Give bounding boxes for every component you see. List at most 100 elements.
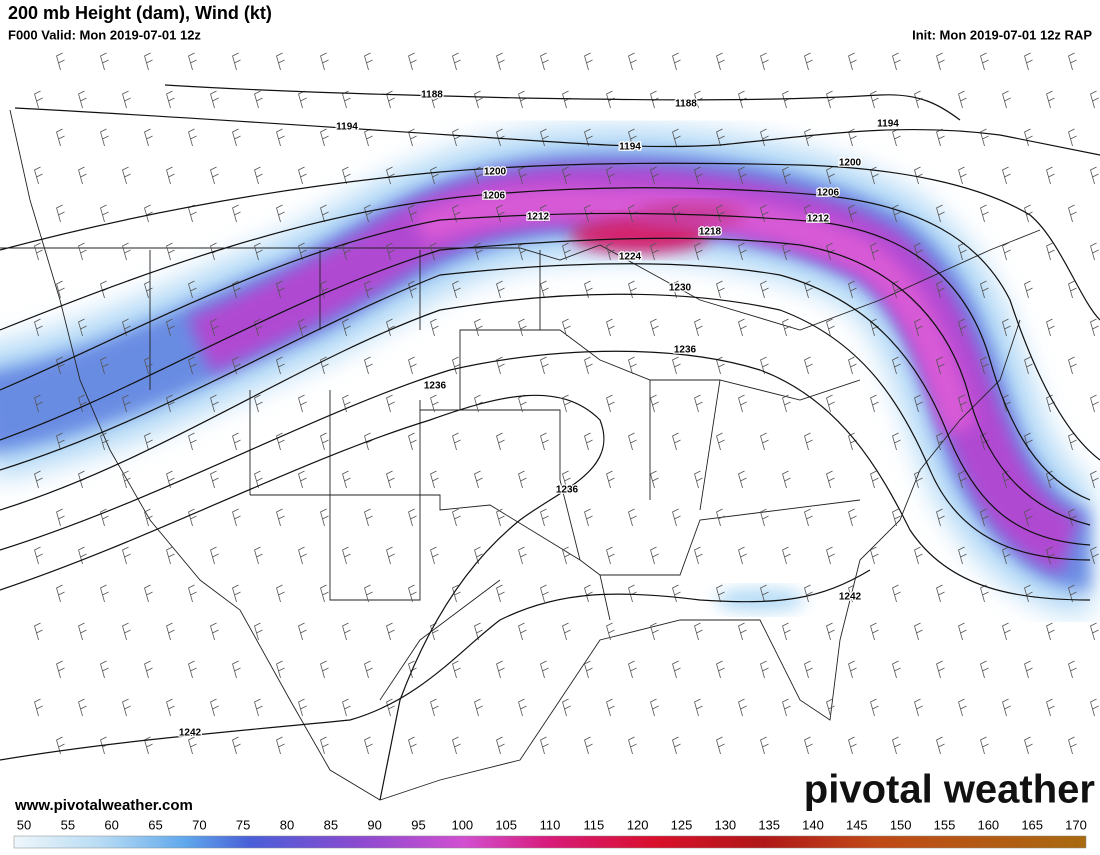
colorbar-tick-label: 55 bbox=[61, 817, 75, 832]
wind-barb bbox=[650, 242, 659, 261]
wind-barb bbox=[826, 546, 835, 565]
wind-barb bbox=[474, 698, 483, 717]
wind-barb bbox=[496, 660, 505, 679]
wind-barb bbox=[562, 622, 571, 641]
wind-barb bbox=[474, 90, 483, 109]
wind-barb bbox=[34, 90, 43, 109]
wind-barb bbox=[914, 546, 923, 565]
wind-barb bbox=[848, 204, 857, 223]
wind-barb bbox=[474, 242, 483, 261]
wind-barb bbox=[672, 356, 681, 375]
colorbar-tick-label: 115 bbox=[583, 817, 604, 832]
wind-barb bbox=[364, 204, 373, 223]
wind-barb bbox=[826, 166, 835, 185]
wind-barb bbox=[1090, 698, 1099, 717]
wind-barb bbox=[276, 508, 285, 527]
wind-barb bbox=[452, 52, 461, 71]
wind-barb bbox=[122, 698, 131, 717]
wind-barb bbox=[870, 90, 879, 109]
colorbar bbox=[13, 835, 1087, 849]
wind-barb bbox=[408, 204, 417, 223]
wind-barb bbox=[144, 204, 153, 223]
wind-barb bbox=[430, 166, 439, 185]
wind-barb bbox=[914, 470, 923, 489]
wind-barb bbox=[980, 660, 989, 679]
wind-barb bbox=[672, 280, 681, 299]
wind-barb bbox=[958, 166, 967, 185]
wind-barb bbox=[826, 394, 835, 413]
wind-barb bbox=[804, 204, 813, 223]
wind-barb bbox=[232, 584, 241, 603]
wind-barb bbox=[980, 204, 989, 223]
wind-barb bbox=[914, 622, 923, 641]
wind-barb bbox=[210, 166, 219, 185]
wind-barb bbox=[562, 166, 571, 185]
wind-barb bbox=[298, 394, 307, 413]
wind-barb bbox=[804, 660, 813, 679]
wind-barb bbox=[760, 356, 769, 375]
wind-barb bbox=[738, 546, 747, 565]
wind-barb bbox=[540, 280, 549, 299]
wind-barb bbox=[1024, 280, 1033, 299]
wind-barb bbox=[980, 736, 989, 755]
wind-barb bbox=[496, 356, 505, 375]
wind-barb bbox=[254, 242, 263, 261]
wind-barb bbox=[606, 622, 615, 641]
wind-barb bbox=[496, 584, 505, 603]
wind-barb bbox=[1046, 242, 1055, 261]
wind-barb bbox=[584, 432, 593, 451]
wind-barb bbox=[122, 394, 131, 413]
wind-barb bbox=[694, 470, 703, 489]
wind-barb bbox=[584, 52, 593, 71]
wind-barb bbox=[1002, 166, 1011, 185]
colorbar-tick-label: 110 bbox=[540, 817, 561, 832]
wind-barb bbox=[958, 698, 967, 717]
wind-barb bbox=[826, 698, 835, 717]
wind-barb bbox=[408, 52, 417, 71]
contour-label: 1194 bbox=[877, 119, 899, 130]
wind-barb bbox=[430, 470, 439, 489]
colorbar-ticks: 50 55 60 65 70 75 80 85 90 95 100 105 110 115 120 125 13… bbox=[17, 817, 1087, 832]
wind-barb bbox=[540, 660, 549, 679]
wind-barb bbox=[826, 622, 835, 641]
wind-barb bbox=[1024, 52, 1033, 71]
wind-barb bbox=[166, 242, 175, 261]
contour-label: 1236 bbox=[674, 345, 697, 356]
wind-barb bbox=[188, 660, 197, 679]
wind-barb bbox=[738, 242, 747, 261]
contour-label: 1236 bbox=[556, 485, 579, 496]
wind-barb bbox=[210, 90, 219, 109]
contour-label: 1242 bbox=[179, 728, 202, 739]
wind-barb bbox=[870, 546, 879, 565]
wind-barb bbox=[298, 166, 307, 185]
wind-barb bbox=[650, 546, 659, 565]
wind-barb bbox=[826, 318, 835, 337]
wind-barb bbox=[78, 242, 87, 261]
wind-barb bbox=[584, 736, 593, 755]
wind-barb bbox=[870, 242, 879, 261]
wind-barb bbox=[716, 204, 725, 223]
wind-barb bbox=[672, 508, 681, 527]
wind-barb bbox=[34, 546, 43, 565]
contour-label: 1206 bbox=[483, 191, 506, 202]
wind-barb bbox=[606, 470, 615, 489]
wind-barb bbox=[298, 546, 307, 565]
wind-barb bbox=[694, 394, 703, 413]
wind-barb bbox=[892, 432, 901, 451]
wind-barb bbox=[210, 394, 219, 413]
wind-barb bbox=[584, 280, 593, 299]
wind-barb bbox=[298, 318, 307, 337]
wind-barb bbox=[870, 622, 879, 641]
wind-barb bbox=[958, 318, 967, 337]
wind-barb bbox=[826, 90, 835, 109]
website: www.pivotalweather.com bbox=[14, 797, 193, 814]
wind-barb bbox=[848, 280, 857, 299]
wind-barb bbox=[650, 394, 659, 413]
wind-barb bbox=[232, 356, 241, 375]
wind-barb bbox=[144, 508, 153, 527]
wind-barb bbox=[936, 584, 945, 603]
contour-labels: 1188 1188 1194 1194 1194 1200 1200 1206 1206 1212… bbox=[178, 88, 901, 740]
wind-barb bbox=[760, 204, 769, 223]
wind-barb bbox=[122, 470, 131, 489]
wind-barb bbox=[342, 470, 351, 489]
